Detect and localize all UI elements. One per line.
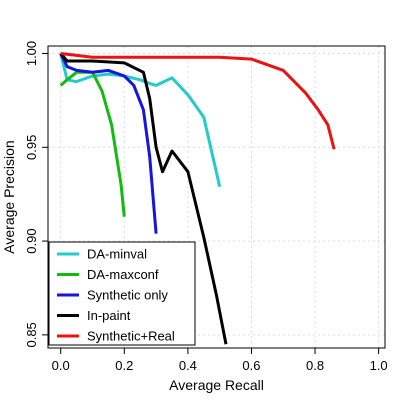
y-tick-label: 1.00 xyxy=(24,41,39,66)
series-group xyxy=(59,52,336,345)
legend-label-1: DA-minval xyxy=(87,247,147,262)
x-tick-label: 0.8 xyxy=(306,358,324,373)
legend-label-5: Synthetic+Real xyxy=(87,329,175,344)
series-line-3 xyxy=(59,52,158,234)
series-line-1 xyxy=(59,53,222,188)
x-tick-label: 0.4 xyxy=(179,358,197,373)
series-line-2 xyxy=(59,70,126,217)
x-axis-label: Average Recall xyxy=(169,377,264,393)
legend-label-2: DA-maxconf xyxy=(87,267,159,282)
series-line-5 xyxy=(60,52,336,150)
x-tick-label: 1.0 xyxy=(370,358,388,373)
x-tick-label: 0.2 xyxy=(115,358,133,373)
plot-frame xyxy=(47,45,386,349)
legend-label-4: In-paint xyxy=(87,308,131,323)
legend-label-3: Synthetic only xyxy=(87,288,168,303)
y-tick-label: 0.85 xyxy=(24,322,39,347)
x-tick-label: 0.6 xyxy=(242,358,260,373)
x-tick-label: 0.0 xyxy=(52,358,70,373)
y-axis-label: Average Precision xyxy=(1,140,17,253)
series-line-4 xyxy=(59,52,228,345)
y-tick-label: 0.90 xyxy=(24,228,39,253)
y-tick-label: 0.95 xyxy=(24,135,39,160)
